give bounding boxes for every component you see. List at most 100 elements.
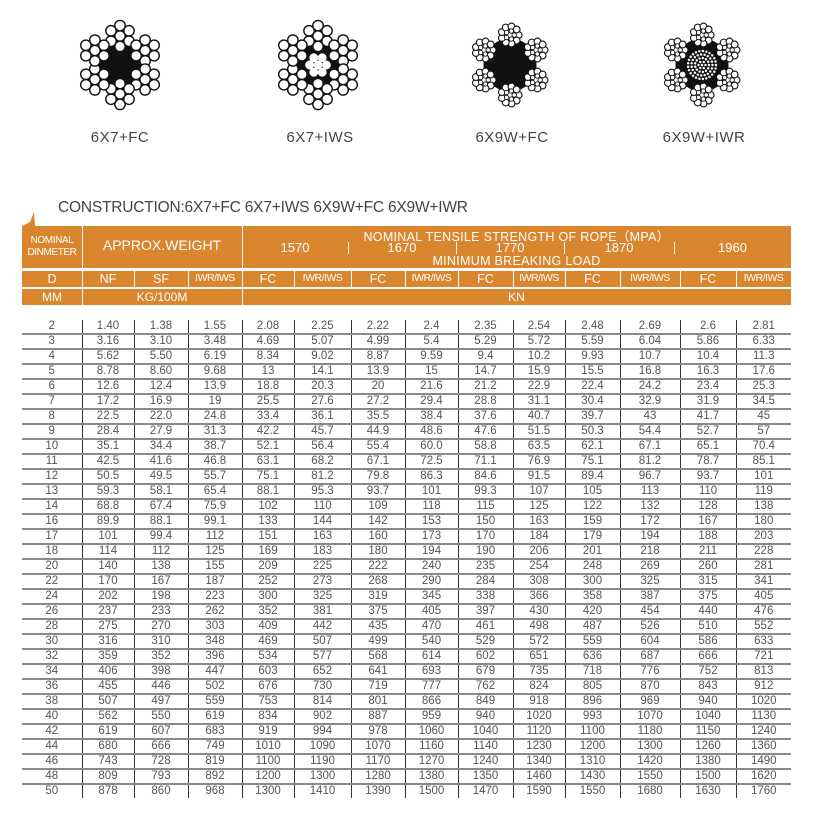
table-cell: 5.59 [564,334,620,350]
core-wire [690,65,693,68]
core-wire [713,57,716,60]
table-cell: 290 [404,574,458,590]
table-cell: 180 [735,514,791,530]
table-cell: 79.8 [350,469,405,485]
wire [726,51,732,57]
table-cell: 222 [350,559,405,575]
table-cell: 341 [735,574,791,590]
core-wire [708,51,711,55]
table-cell: 602 [457,649,513,665]
diameter-cell: 30 [22,634,82,650]
table-cell: 1490 [735,754,791,770]
wire [695,34,702,41]
table-cell: 666 [133,739,188,755]
wire [295,49,308,62]
diameter-cell: 8 [22,409,82,425]
wire [139,34,152,47]
wire [139,63,152,75]
table-cell: 248 [564,559,620,575]
table-cell: 316 [81,634,134,650]
wire [114,40,126,53]
rope-6x9w-fc-diagram [471,22,549,108]
table-row: 5 8.78 8.60 9.68 13 14.1 13.9 15 14.7 15.9 15.5 16.… [22,364,791,380]
table-cell: 959 [404,709,458,725]
table-cell: 396 [187,649,242,665]
grade-1870: 1870 [604,240,634,255]
table-cell: 300 [241,589,294,605]
wire [511,32,517,38]
table-cell: 666 [679,649,736,665]
core-wire [697,63,700,67]
diameter-cell: 5 [22,364,82,380]
core-wire [687,68,691,72]
wire [148,68,161,81]
wire [286,34,299,47]
table-cell: 510 [679,619,736,635]
table-cell: 22.9 [512,379,565,395]
nominal-diameter-line2: DINMETER [27,247,77,258]
table-cell: 237 [81,604,134,620]
core-wire [714,63,718,67]
table-cell: 113 [619,484,680,500]
table-cell: 300 [564,574,620,590]
table-cell: 75.9 [187,499,242,515]
table-units-row: MM KG/100M KN [22,289,791,305]
table-cell: 469 [241,634,294,650]
core-wire [309,53,319,63]
table-cell: 170 [457,529,513,545]
grade-1670: 1670 [387,240,417,255]
table-cell: 651 [512,649,565,665]
table-cell: 183 [293,544,351,560]
table-cell: 1070 [619,709,680,725]
core-wire [701,49,705,53]
table-cell: 793 [133,769,188,785]
table-cell: 1280 [350,769,405,785]
column-header-fc: FC [477,272,494,286]
wire [703,92,709,98]
table-cell: 455 [81,679,134,695]
rope-label: 6X9W+FC [475,129,549,146]
wire [529,44,536,51]
core-wire [710,73,714,76]
table-cell: 679 [457,664,513,680]
table-cell: 42.2 [241,424,294,440]
wire [508,96,514,102]
core-wire [317,67,327,77]
column-header-fc: FC [584,272,601,286]
table-cell: 813 [735,664,791,680]
table-cell: 169 [241,544,294,560]
core-wire [305,60,315,70]
table-cell: 719 [350,679,405,695]
rope-label: 6X7+FC [90,129,150,146]
table-cell: 179 [564,529,620,545]
table-row: 3 3.16 3.10 3.48 4.69 5.07 4.99 5.4 5.29 5.72 5.59… [22,334,791,350]
table-cell: 84.6 [457,469,513,485]
table-cell: 125 [512,499,565,515]
core-wire [698,57,701,60]
table-cell: 85.1 [735,454,791,470]
table-cell: 749 [187,739,242,755]
table-cell: 27.6 [293,394,351,410]
core-wire [693,71,697,74]
table-cell: 728 [133,754,188,770]
table-cell: 45.7 [293,424,351,440]
wire [669,74,676,81]
table-cell: 3.16 [81,334,134,350]
table-cell: 1430 [564,769,620,785]
wire [534,51,540,57]
table-cell: 151 [241,529,294,545]
table-cell: 41.6 [133,454,188,470]
table-cell: 20 [350,379,405,395]
table-cell: 218 [619,544,680,560]
core-wire [703,53,706,57]
wire [704,25,713,34]
table-row: 46 743 728 819 1100 1190 1170 1270 1240 1340 1310 1… [22,754,791,770]
table-cell: 163 [512,514,565,530]
table-cell: 38.7 [187,439,242,455]
table-cell: 99.4 [133,529,188,545]
core-wire [693,62,697,65]
table-cell: 1460 [512,769,565,785]
table-cell: 559 [187,694,242,710]
wire [529,49,536,56]
table-cell: 849 [457,694,513,710]
